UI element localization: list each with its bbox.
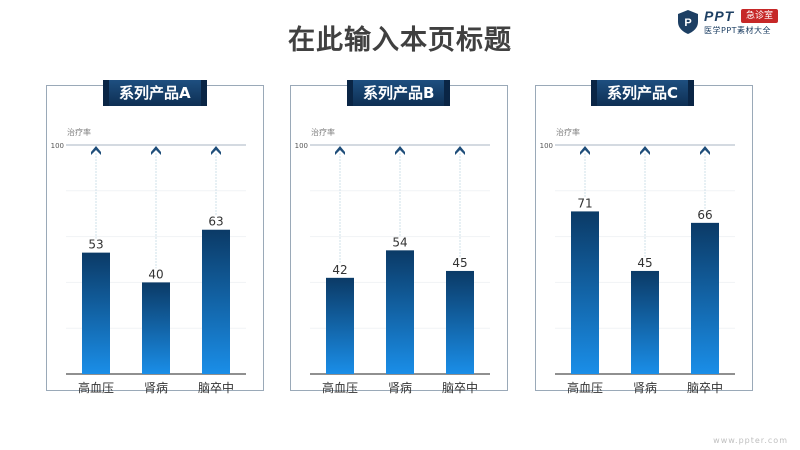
data-label: 54: [392, 235, 407, 249]
bar: [446, 270, 474, 374]
bar: [82, 252, 110, 374]
y-axis-label: 治疗率: [556, 127, 580, 137]
data-label: 53: [88, 238, 103, 252]
data-label: 42: [332, 263, 347, 277]
chevron-up-icon: [640, 146, 650, 155]
chevron-up-icon: [151, 146, 161, 155]
data-label: 66: [697, 208, 712, 222]
x-tick-label: 高血压: [322, 380, 358, 395]
x-tick-label: 脑卒中: [198, 380, 234, 395]
x-tick-label: 高血压: [567, 380, 603, 395]
data-label: 40: [148, 267, 163, 281]
bar: [326, 277, 354, 374]
y-tick-label: 100: [51, 142, 64, 150]
y-axis-label: 治疗率: [311, 127, 335, 137]
bar: [631, 270, 659, 374]
chevron-up-icon: [580, 146, 590, 155]
chart-title-c: 系列产品C: [590, 80, 695, 106]
data-label: 45: [452, 256, 467, 270]
x-tick-label: 高血压: [78, 380, 114, 395]
data-label: 71: [577, 196, 592, 210]
logo-text: PPT: [704, 8, 735, 24]
x-tick-label: 肾病: [144, 380, 168, 395]
bar: [142, 282, 170, 374]
logo-badge: 急诊室: [741, 9, 779, 23]
x-tick-label: 脑卒中: [687, 380, 723, 395]
y-axis-label: 治疗率: [67, 127, 91, 137]
chevron-up-icon: [335, 146, 345, 155]
chevron-up-icon: [455, 146, 465, 155]
page-title: 在此输入本页标题: [288, 25, 512, 56]
logo: P PPT 急诊室 医学PPT素材大全: [677, 7, 795, 39]
shield-logo-icon: P: [678, 10, 698, 34]
chart-title-b: 系列产品B: [346, 80, 451, 106]
y-tick-label: 100: [540, 142, 553, 150]
chevron-up-icon: [395, 146, 405, 155]
bar: [571, 211, 599, 374]
x-tick-label: 肾病: [633, 380, 657, 395]
chart-title-a: 系列产品A: [103, 80, 207, 106]
bar: [202, 229, 230, 374]
svg-text:P: P: [684, 17, 691, 29]
chevron-up-icon: [91, 146, 101, 155]
logo-subtitle: 医学PPT素材大全: [704, 26, 772, 35]
bar: [691, 222, 719, 374]
y-tick-label: 100: [295, 142, 308, 150]
bar: [386, 250, 414, 374]
data-label: 63: [208, 215, 223, 229]
x-tick-label: 脑卒中: [442, 380, 478, 395]
data-label: 45: [637, 256, 652, 270]
x-tick-label: 肾病: [388, 380, 412, 395]
chevron-up-icon: [211, 146, 221, 155]
chevron-up-icon: [700, 146, 710, 155]
footer-url: www.ppter.com: [713, 436, 788, 445]
